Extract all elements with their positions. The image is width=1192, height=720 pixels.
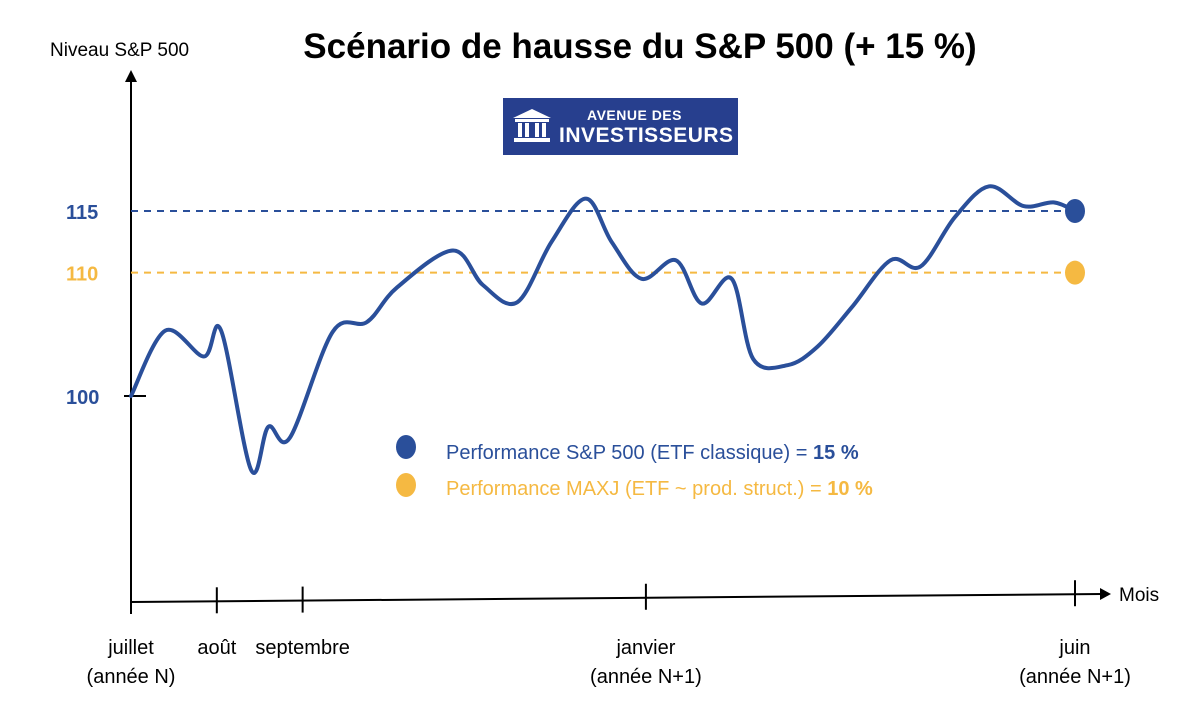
- logo-text-top: AVENUE DES: [587, 107, 682, 123]
- y-tick-label-1: 110: [66, 264, 98, 286]
- y-axis-label: Niveau S&P 500: [50, 40, 189, 61]
- x-tick-sublabel-3: (année N+1): [590, 666, 702, 688]
- y-tick-label-0: 100: [66, 387, 99, 409]
- y-tick-label-2: 115: [66, 202, 98, 224]
- chart-title: Scénario de hausse du S&P 500 (+ 15 %): [303, 27, 976, 66]
- x-axis-label: Mois: [1119, 585, 1159, 606]
- logo: AVENUE DES INVESTISSEURS: [503, 98, 738, 155]
- end-marker-maxj: [1065, 260, 1085, 285]
- x-tick-label-4: juin: [1058, 637, 1090, 659]
- x-tick-sublabel-4: (année N+1): [1019, 666, 1131, 688]
- bank-building-icon: [513, 109, 551, 142]
- legend-entry-sp500: Performance S&P 500 (ETF classique) = 15…: [446, 442, 859, 464]
- series-line-sp500: [129, 184, 1077, 475]
- x-tick-sublabel-0: (année N): [87, 666, 176, 688]
- end-marker-sp500: [1065, 199, 1085, 223]
- x-axis-arrow: [1100, 588, 1111, 600]
- legend-value-maxj: 10 %: [827, 478, 873, 500]
- legend-label-maxj: Performance MAXJ (ETF ~ prod. struct.) =: [446, 478, 827, 500]
- legend-label-sp500: Performance S&P 500 (ETF classique) =: [446, 442, 813, 464]
- x-tick-label-3: janvier: [615, 637, 675, 659]
- legend-marker-sp500: [396, 435, 416, 459]
- y-axis-arrow: [125, 70, 137, 82]
- legend-value-sp500: 15 %: [813, 442, 859, 464]
- legend-marker-maxj: [396, 473, 416, 497]
- x-tick-label-1: août: [197, 637, 236, 659]
- x-tick-label-0: juillet: [107, 637, 154, 659]
- legend-entry-maxj: Performance MAXJ (ETF ~ prod. struct.) =…: [446, 478, 873, 500]
- x-tick-label-2: septembre: [255, 637, 350, 659]
- logo-text-bottom: INVESTISSEURS: [559, 124, 734, 147]
- x-axis: [130, 593, 1103, 603]
